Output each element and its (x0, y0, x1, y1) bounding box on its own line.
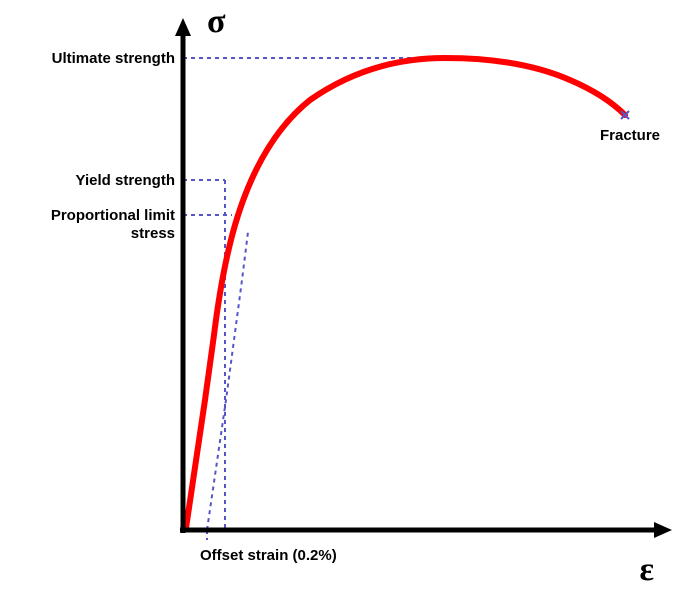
label-proportional-limit-line1: Proportional limit (51, 207, 175, 224)
label-proportional-limit-line2: stress (131, 225, 175, 242)
axis-x-label: ε (639, 551, 654, 588)
axis-y-label: σ (207, 3, 226, 40)
label-offset-strain: Offset strain (0.2%) (200, 547, 337, 564)
label-fracture: Fracture (600, 127, 660, 144)
stress-strain-diagram: σ ε Ultimate strength Yield strength Pro… (0, 0, 678, 605)
label-ultimate-strength: Ultimate strength (52, 50, 175, 67)
label-yield-strength: Yield strength (76, 172, 175, 189)
chart-background (0, 0, 678, 605)
